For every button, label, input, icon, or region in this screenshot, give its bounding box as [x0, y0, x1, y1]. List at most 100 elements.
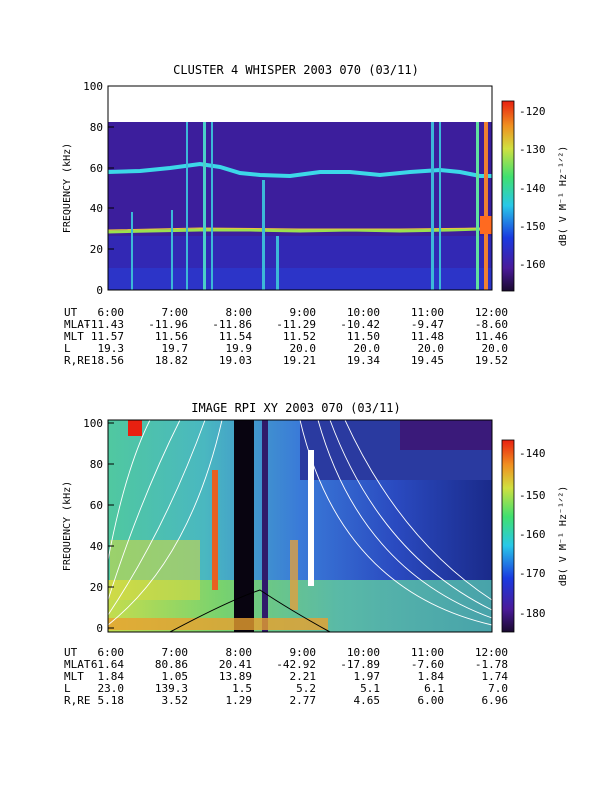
panel-1-yaxis: 0 20 40 60 80 100 FREQUENCY (kHz): [62, 80, 114, 297]
panel-2-white-stripe: [308, 450, 314, 586]
eph-cell: 6.96: [482, 694, 509, 707]
eph-cell: 20.0: [418, 342, 445, 355]
panel-2-dark-stripe: [262, 420, 268, 632]
eph-row-label: MLAT: [64, 658, 91, 671]
eph-cell: 11:00: [411, 306, 444, 319]
eph-cell: 11:00: [411, 646, 444, 659]
eph-cell: 7.0: [488, 682, 508, 695]
eph-cell: 1.74: [482, 670, 509, 683]
eph-cell: 1.05: [162, 670, 189, 683]
colorbar-tick: -150: [519, 489, 546, 502]
colorbar-tick: -160: [519, 258, 546, 271]
eph-cell: 1.29: [226, 694, 253, 707]
ytick-label: 0: [96, 284, 103, 297]
eph-row-label: L: [64, 682, 71, 695]
colorbar-tick: -140: [519, 182, 546, 195]
eph-cell: 7:00: [162, 646, 189, 659]
model-curve: [344, 419, 493, 601]
burst: [203, 122, 206, 290]
eph-cell: 1.84: [418, 670, 445, 683]
eph-cell: 8:00: [226, 306, 253, 319]
eph-cell: 11.52: [283, 330, 316, 343]
model-curve: [107, 419, 206, 616]
eph-cell: 6.00: [418, 694, 445, 707]
colorbar-tick: -130: [519, 143, 546, 156]
panel-image-rpi: IMAGE RPI XY 2003 070 (03/11): [62, 401, 569, 707]
colorbar-scale: [501, 100, 515, 292]
panel-1-low-band: [108, 268, 492, 290]
model-curve: [299, 419, 493, 626]
eph-cell: 6.1: [424, 682, 444, 695]
burst: [211, 122, 213, 290]
eph-cell: 11.46: [475, 330, 508, 343]
ytick-label: 60: [90, 499, 103, 512]
burst: [171, 210, 173, 290]
panel-2-title: IMAGE RPI XY 2003 070 (03/11): [191, 401, 401, 415]
ytick-label: 40: [90, 540, 103, 553]
panel-1-band-28khz-edge: [107, 227, 493, 231]
ytick-label: 20: [90, 243, 103, 256]
burst: [476, 122, 479, 290]
eph-row-label: R,RE: [64, 694, 91, 707]
eph-cell: -1.78: [475, 658, 508, 671]
eph-cell: 7:00: [162, 306, 189, 319]
eph-cell: 11.50: [347, 330, 380, 343]
eph-cell: 5.2: [296, 682, 316, 695]
panel-1-colorbar: -120 -130 -140 -150 -160 dB( V M⁻¹ Hz⁻¹ᐟ…: [501, 100, 569, 292]
eph-cell: -11.29: [276, 318, 316, 331]
ytick-label: 100: [83, 80, 103, 93]
eph-cell: 5.1: [360, 682, 380, 695]
ytick-label: 20: [90, 581, 103, 594]
model-curve: [107, 419, 181, 601]
burst: [186, 122, 188, 290]
eph-cell: 9:00: [290, 646, 317, 659]
ytick-label: 0: [96, 622, 103, 635]
eph-cell: 2.77: [290, 694, 317, 707]
y-axis-label: FREQUENCY (kHz): [62, 481, 73, 571]
eph-cell: 6:00: [98, 646, 125, 659]
eph-cell: 61.64: [91, 658, 124, 671]
colorbar-tick: -160: [519, 528, 546, 541]
panel-1-ephemeris: UT MLAT MLT L R,RE 6:00 -11.43 11.57 19.…: [64, 306, 508, 367]
colorbar-tick: -140: [519, 447, 546, 460]
eph-cell: 80.86: [155, 658, 188, 671]
eph-row-label: UT: [64, 306, 78, 319]
eph-cell: 19.45: [411, 354, 444, 367]
eph-cell: -11.96: [148, 318, 188, 331]
panel-2-frame: [107, 419, 493, 633]
eph-cell: 20.0: [290, 342, 317, 355]
panel-2-data-gap: [234, 420, 254, 632]
panel-cluster: CLUSTER 4 WHISPER 2003 070 (03/11): [62, 63, 569, 367]
eph-cell: 12:00: [475, 306, 508, 319]
eph-cell: 9:00: [290, 306, 317, 319]
panel-2-top-darker: [400, 420, 492, 450]
colorbar-tick: -150: [519, 220, 546, 233]
panel-1-hot-spot: [480, 216, 492, 234]
eph-cell: 2.21: [290, 670, 317, 683]
burst: [131, 212, 133, 290]
eph-cell: 19.21: [283, 354, 316, 367]
burst: [484, 122, 488, 290]
eph-cell: 1.97: [354, 670, 381, 683]
panel-2-hot-floor: [108, 618, 328, 630]
eph-cell: 23.0: [98, 682, 125, 695]
eph-cell: -7.60: [411, 658, 444, 671]
eph-row-label: MLT: [64, 330, 84, 343]
eph-cell: 19.52: [475, 354, 508, 367]
y-axis-label: FREQUENCY (kHz): [62, 143, 73, 233]
ytick-label: 80: [90, 458, 103, 471]
colorbar-tick: -170: [519, 567, 546, 580]
model-curve: [317, 419, 493, 619]
eph-cell: 8:00: [226, 646, 253, 659]
eph-cell: 6:00: [98, 306, 125, 319]
panel-2-yaxis: 0 20 40 60 80 100 FREQUENCY (kHz): [62, 417, 114, 635]
eph-cell: 1.5: [232, 682, 252, 695]
eph-cell: 19.34: [347, 354, 380, 367]
panel-2-spectrogram: [107, 419, 493, 633]
eph-cell: -10.42: [340, 318, 380, 331]
eph-cell: 19.7: [162, 342, 189, 355]
colorbar-label: dB( V M⁻¹ Hz⁻¹ᐟ²): [558, 146, 569, 247]
ytick-label: 80: [90, 121, 103, 134]
eph-cell: -42.92: [276, 658, 316, 671]
